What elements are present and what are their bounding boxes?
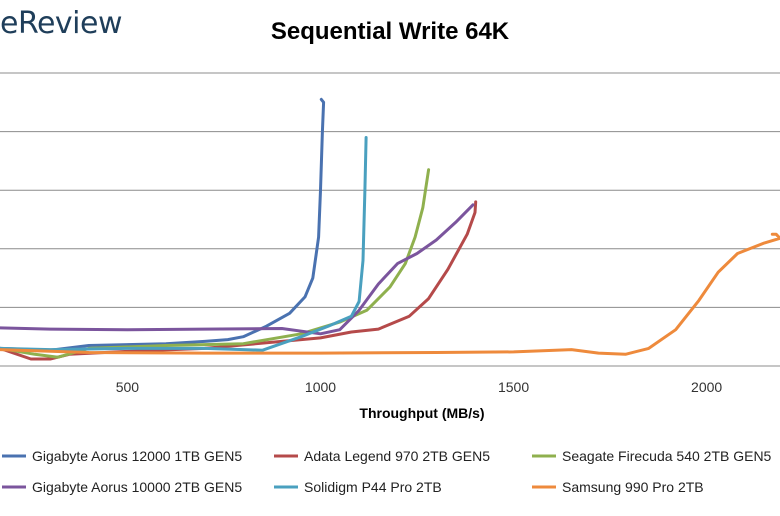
series-lines	[0, 97, 780, 361]
legend-label-3: Seagate Firecuda 540 2TB GEN5	[562, 448, 772, 464]
series-line-1	[0, 97, 326, 352]
legend-label-2: Adata Legend 970 2TB GEN5	[304, 448, 490, 464]
grid-lines	[0, 72, 780, 367]
brand-logo-text: eReview	[0, 6, 123, 41]
legend-label-4: Gigabyte Aorus 10000 2TB GEN5	[32, 479, 242, 495]
series-line-5	[0, 136, 368, 352]
x-tick-label: 500	[116, 379, 140, 395]
series-line-2	[0, 200, 478, 361]
legend-label-1: Gigabyte Aorus 12000 1TB GEN5	[32, 448, 242, 464]
legend-label-6: Samsung 990 Pro 2TB	[562, 479, 704, 495]
x-tick-labels: 500 1000 1500 2000	[116, 379, 723, 395]
x-tick-label: 1500	[498, 379, 529, 395]
series-line-4	[0, 203, 475, 336]
legend-label-5: Solidigm P44 Pro 2TB	[304, 479, 442, 495]
series-line-6	[0, 232, 780, 356]
x-axis-title: Throughput (MB/s)	[359, 405, 484, 421]
x-tick-label: 2000	[691, 379, 722, 395]
x-tick-label: 1000	[305, 379, 336, 395]
chart-title: Sequential Write 64K	[270, 18, 510, 45]
legend: Gigabyte Aorus 12000 1TB GEN5 Adata Legen…	[2, 448, 772, 495]
